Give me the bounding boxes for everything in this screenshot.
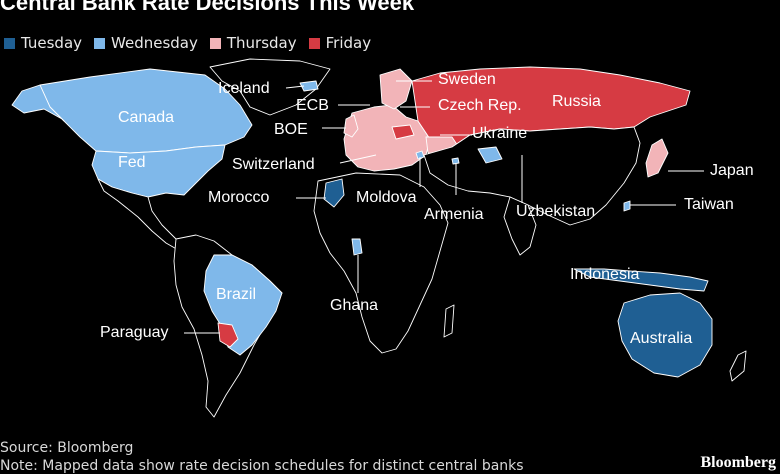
- label-australia: Australia: [630, 330, 693, 347]
- asia: [423, 126, 641, 226]
- label-brazil: Brazil: [216, 286, 257, 303]
- label-taiwan: Taiwan: [684, 196, 734, 213]
- paraguay-region: [217, 322, 239, 348]
- label-iceland: Iceland: [218, 80, 270, 97]
- indonesia-region: [573, 268, 709, 292]
- greenland: [209, 58, 331, 116]
- alaska: [11, 84, 65, 122]
- leader-switzerland: [339, 154, 377, 164]
- uzbekistan-region: [477, 146, 503, 164]
- swatch-thursday: [209, 37, 221, 49]
- source-note: Source: Bloomberg: [0, 440, 134, 456]
- taiwan-region: [623, 200, 631, 212]
- legend-label-wednesday: Wednesday: [111, 34, 198, 52]
- africa: [313, 172, 449, 354]
- scandinavia: [379, 68, 413, 110]
- legend-friday: Friday: [308, 34, 372, 52]
- label-canada: Canada: [118, 109, 175, 126]
- label-czech: Czech Rep.: [438, 97, 522, 114]
- ghana-region: [351, 238, 363, 256]
- legend-label-tuesday: Tuesday: [21, 34, 83, 52]
- legend-label-friday: Friday: [325, 34, 372, 52]
- label-paraguay: Paraguay: [100, 324, 169, 341]
- legend: Tuesday Wednesday Thursday Friday: [4, 34, 371, 52]
- label-uzbekistan: Uzbekistan: [516, 203, 596, 220]
- armenia-region: [451, 157, 460, 165]
- label-boe: BOE: [274, 121, 308, 138]
- japan-region: [645, 138, 669, 178]
- chart-title: Central Bank Rate Decisions This Week: [0, 0, 415, 15]
- moldova-region: [415, 150, 425, 160]
- label-ukraine: Ukraine: [472, 125, 528, 142]
- label-ecb: ECB: [296, 97, 329, 114]
- label-sweden: Sweden: [438, 71, 496, 88]
- legend-tuesday: Tuesday: [4, 34, 82, 52]
- morocco-region: [323, 178, 345, 208]
- label-armenia: Armenia: [424, 206, 484, 223]
- swatch-tuesday: [4, 37, 15, 49]
- india: [503, 196, 537, 256]
- legend-wednesday: Wednesday: [94, 34, 198, 52]
- leader-iceland: [285, 85, 305, 89]
- label-ghana: Ghana: [330, 297, 379, 314]
- world-map: [11, 58, 747, 418]
- legend-label-thursday: Thursday: [226, 34, 297, 52]
- label-morocco: Morocco: [208, 189, 270, 206]
- footnote: Note: Mapped data show rate decision sch…: [0, 458, 524, 474]
- uk-region: [343, 114, 359, 138]
- iceland-region: [299, 80, 319, 92]
- bloomberg-logo: Bloomberg: [700, 454, 776, 471]
- new-zealand: [729, 350, 747, 382]
- swatch-wednesday: [94, 37, 106, 49]
- czech-region: [391, 124, 415, 140]
- label-moldova: Moldova: [356, 189, 417, 206]
- label-indonesia: Indonesia: [570, 266, 640, 283]
- label-russia: Russia: [552, 93, 601, 110]
- swatch-friday: [308, 37, 320, 49]
- madagascar: [443, 304, 455, 338]
- legend-thursday: Thursday: [209, 34, 297, 52]
- australia-region: [617, 292, 713, 378]
- label-fed: Fed: [118, 154, 146, 171]
- label-switzerland: Switzerland: [232, 156, 315, 173]
- label-japan: Japan: [710, 162, 754, 179]
